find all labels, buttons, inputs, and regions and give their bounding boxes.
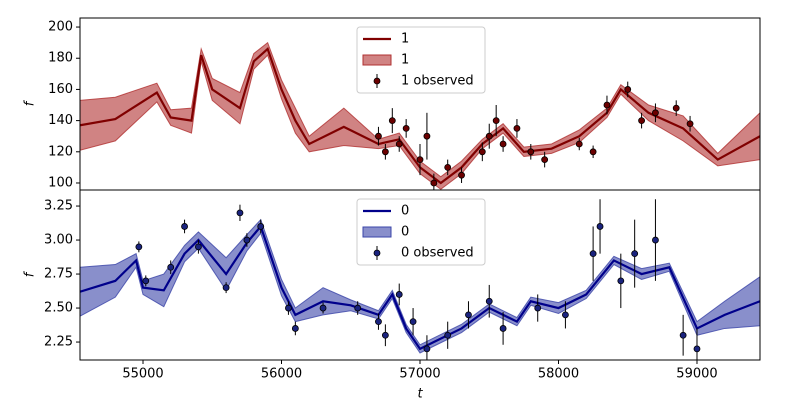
legend-label: 1 observed [401, 74, 474, 89]
observed-point [167, 263, 175, 271]
observed-point [430, 179, 438, 187]
observed-point [135, 243, 143, 251]
observed-point [444, 331, 452, 339]
observed-point [527, 148, 535, 156]
observed-point [652, 109, 659, 117]
observed-point [222, 284, 230, 292]
observed-point [243, 236, 251, 244]
observed-point [485, 297, 493, 305]
legend-label: 0 [401, 225, 409, 240]
y-tick-label: 140 [48, 113, 73, 128]
legend-label: 0 observed [401, 246, 474, 261]
observed-point [499, 325, 507, 332]
y-axis-label: f [23, 270, 38, 277]
observed-point [444, 163, 452, 171]
observed-point [458, 171, 465, 179]
legend-label: 1 [401, 53, 409, 68]
legend: 0 0 0 observed [356, 198, 486, 266]
x-tick-label: 55000 [122, 367, 163, 382]
observed-point [285, 304, 292, 312]
observed-point [672, 104, 680, 112]
plot-area [80, 199, 760, 360]
observed-point [693, 345, 701, 353]
y-tick-label: 2.75 [44, 267, 73, 282]
x-axis-label: t [417, 387, 423, 400]
observed-point [652, 236, 659, 244]
observed-point [291, 325, 299, 332]
y-tick-label: 3.25 [44, 199, 73, 214]
observed-point [423, 345, 431, 353]
y-tick-label: 3.00 [44, 233, 73, 248]
legend-box [356, 198, 486, 266]
observed-point [589, 148, 597, 156]
y-axis-label: f [23, 99, 38, 106]
legend-patch [362, 54, 392, 66]
confidence-band [80, 41, 760, 190]
observed-point [181, 223, 188, 230]
observed-point [465, 311, 472, 319]
observed-point [603, 101, 611, 109]
y-tick-label: 2.50 [44, 301, 73, 316]
plot-area [80, 41, 760, 190]
legend: 1 1 1 observed [356, 26, 486, 94]
legend-marker [373, 77, 381, 85]
x-tick-label: 57000 [399, 367, 440, 382]
y-tick-label: 200 [48, 20, 73, 35]
observed-point [423, 132, 431, 140]
observed-point [142, 277, 150, 285]
observed-point [395, 291, 403, 298]
y-tick-label: 120 [48, 144, 73, 159]
legend-label: 0 [401, 204, 409, 219]
observed-point [575, 140, 583, 148]
observed-point [354, 304, 362, 312]
y-tick-label: 2.25 [44, 335, 73, 350]
observed-point [679, 331, 687, 339]
observed-point [381, 148, 389, 156]
legend-patch [362, 226, 392, 238]
y-tick-label: 160 [48, 82, 73, 97]
observed-point [402, 125, 410, 132]
x-tick-label: 58000 [538, 367, 579, 382]
observed-point [638, 117, 645, 125]
observed-point [478, 148, 486, 156]
observed-point [562, 311, 569, 319]
observed-point [375, 132, 382, 140]
observed-point [195, 243, 202, 251]
axes-frame [79, 189, 761, 361]
observed-point [541, 156, 549, 163]
observed-point [388, 117, 396, 125]
observed-point [381, 331, 389, 339]
observed-point [686, 120, 694, 128]
confidence-band [80, 218, 760, 354]
legend-label: 1 [401, 32, 409, 47]
observed-point [492, 117, 500, 125]
legend-marker [373, 249, 381, 257]
observed-point [589, 250, 597, 258]
observed-point [596, 223, 604, 230]
observed-point [257, 223, 265, 230]
observed-point [631, 250, 639, 258]
legend-box [356, 26, 486, 94]
observed-point [319, 304, 327, 312]
observed-point [375, 318, 382, 326]
observed-point [416, 156, 424, 163]
observed-point [409, 318, 417, 326]
y-tick-label: 100 [48, 175, 73, 190]
observed-point [236, 209, 244, 217]
observed-point [534, 304, 542, 312]
mean-line [80, 224, 760, 351]
observed-point [624, 86, 632, 93]
observed-point [513, 125, 521, 132]
mean-line [80, 46, 760, 185]
observed-point [617, 277, 625, 285]
x-tick-label: 56000 [261, 367, 302, 382]
observed-point [395, 140, 403, 148]
y-tick-label: 180 [48, 51, 73, 66]
observed-point [499, 140, 507, 148]
observed-point [485, 132, 493, 140]
x-tick-label: 59000 [676, 367, 717, 382]
